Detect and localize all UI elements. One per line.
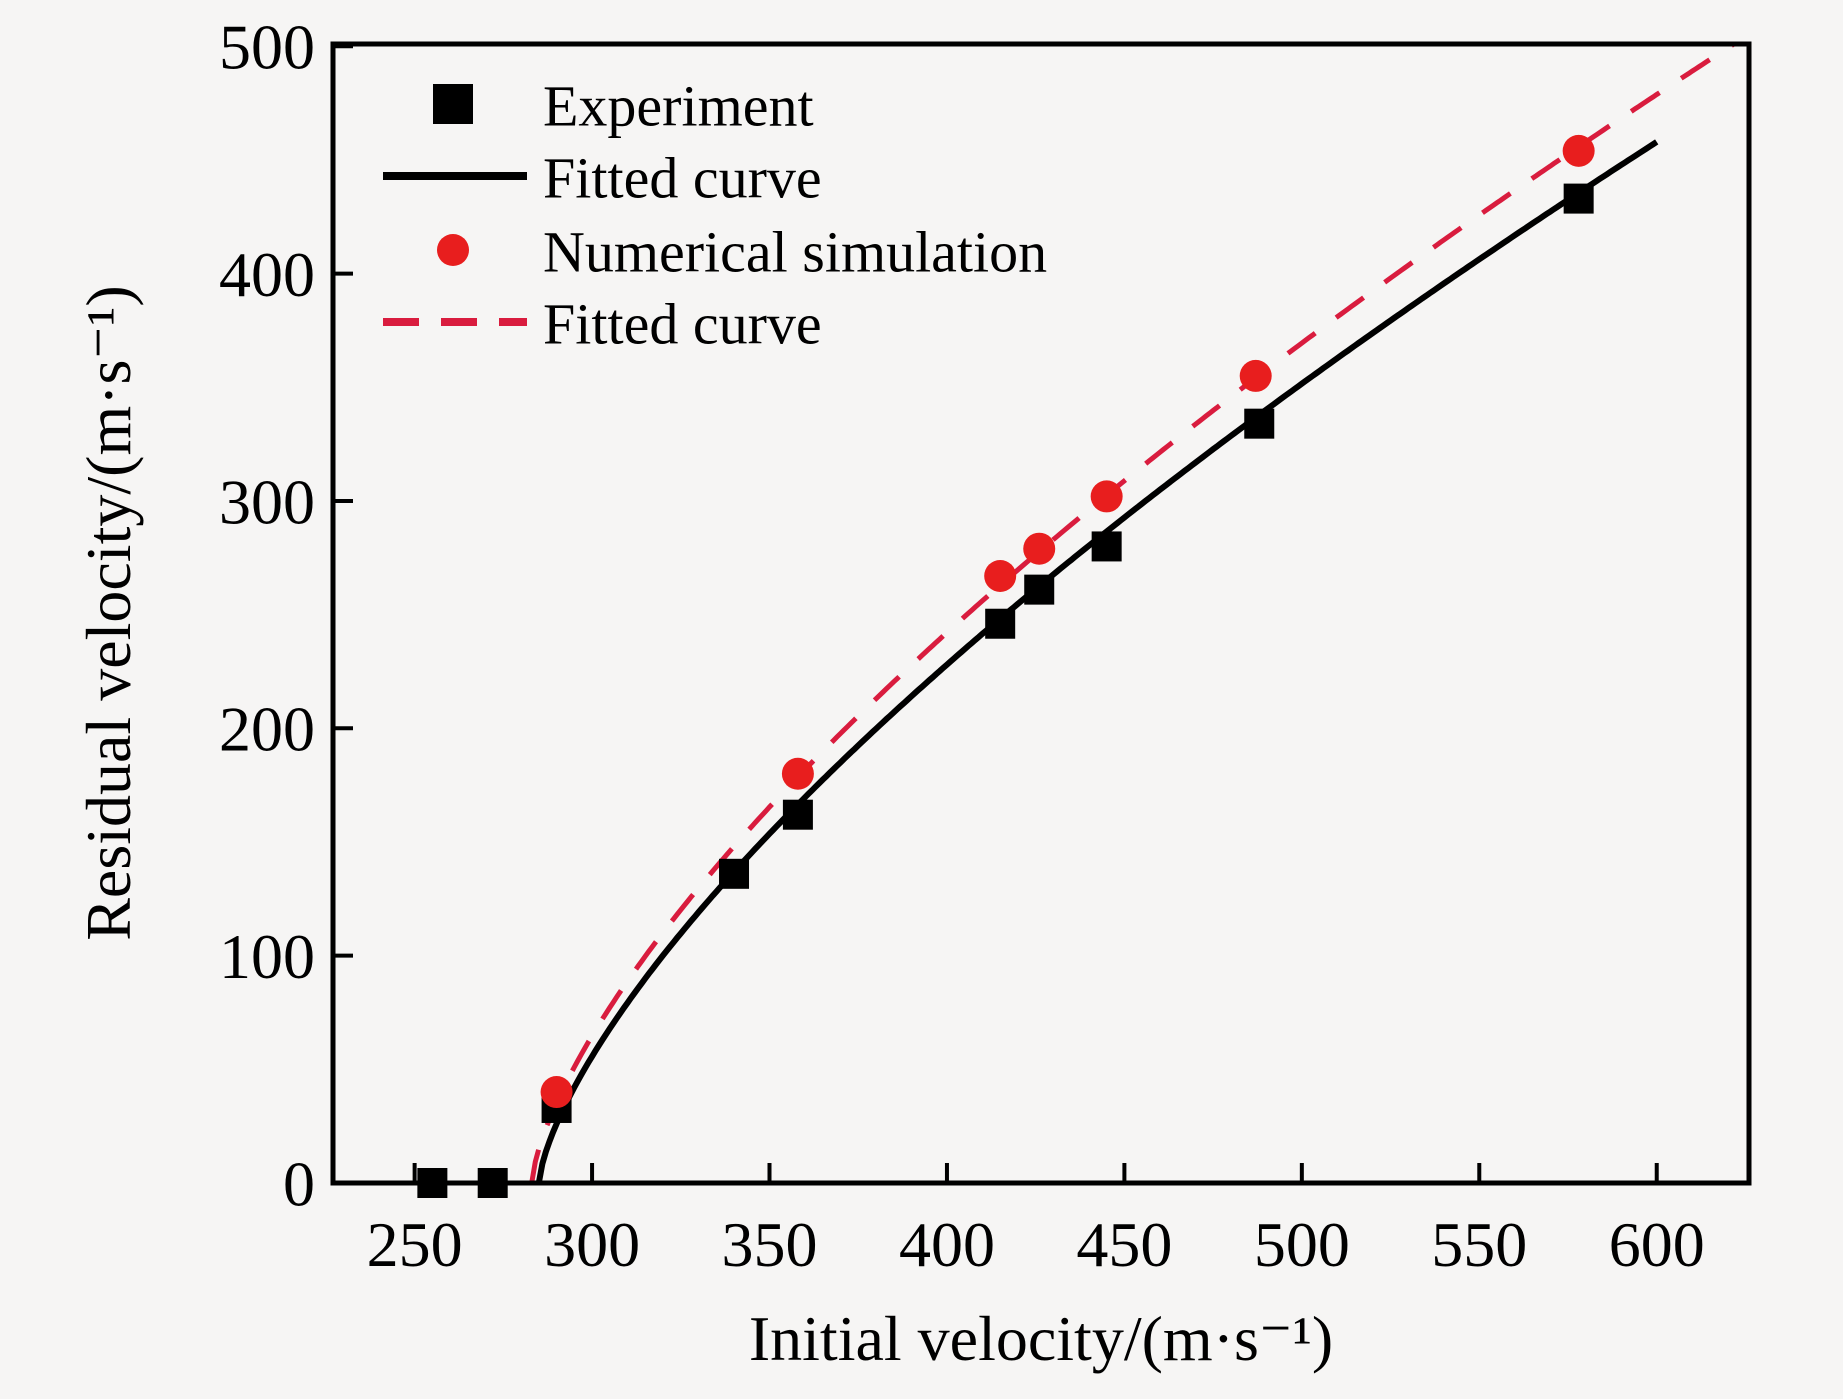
simulation-marker [1239,359,1272,392]
simulation-fitted-curve [529,44,1739,1183]
x-axis-title: Initial velocity/(m·s⁻¹) [749,1303,1333,1374]
legend-experiment-marker [433,84,473,124]
legend-item-label: Experiment [543,73,814,138]
plot-frame [330,41,1752,1186]
legend: Experiment Fitted curve Numerical simulati… [383,73,1047,356]
y-axis-tick-label: 500 [219,12,315,83]
x-axis-tick-label: 300 [544,1209,640,1280]
y-axis-tick-label: 100 [219,921,315,992]
y-axis-tick-label: 200 [219,694,315,765]
legend-item-label: Numerical simulation [543,219,1047,284]
y-axis-tick-label: 300 [219,466,315,537]
simulation-marker [984,559,1017,592]
experiment-marker [1091,531,1122,562]
legend-item-label: Fitted curve [543,291,822,356]
experiment-marker [985,608,1016,639]
legend-item: Fitted curve [383,291,822,356]
simulation-marker [781,757,814,790]
y-axis-title: Residual velocity/(m·s⁻¹) [73,285,144,941]
simulation-marker [540,1076,573,1109]
legend-item-label: Fitted curve [543,145,822,210]
x-axis-tick-label: 500 [1254,1209,1350,1280]
legend-item: Fitted curve [383,145,822,210]
legend-item: Numerical simulation [437,219,1047,284]
x-axis-tick-label: 400 [899,1209,995,1280]
axis-tick-labels-layer: 250 300 350 400 450 500 550 600 0 100 200 300 400 500 [219,12,1705,1280]
x-axis-tick-label: 350 [722,1209,818,1280]
x-axis-tick-label: 250 [367,1209,463,1280]
experiment-marker [1563,183,1594,214]
experiment-marker [1244,408,1275,439]
x-axis-tick-label: 450 [1076,1209,1172,1280]
y-axis-tick-label: 0 [283,1148,315,1219]
data-markers-layer [417,134,1595,1198]
axis-ticks-layer [333,44,1659,1185]
legend-item: Experiment [433,73,814,138]
x-axis-tick-label: 600 [1609,1209,1705,1280]
experiment-marker [719,858,750,889]
simulation-marker [1090,480,1123,513]
experiment-marker [782,799,813,830]
simulation-marker [1023,532,1056,565]
simulation-marker [1562,134,1595,167]
legend-simulation-marker [437,234,469,266]
experiment-marker [1024,574,1055,605]
x-axis-tick-label: 550 [1431,1209,1527,1280]
y-axis-tick-label: 400 [219,239,315,310]
